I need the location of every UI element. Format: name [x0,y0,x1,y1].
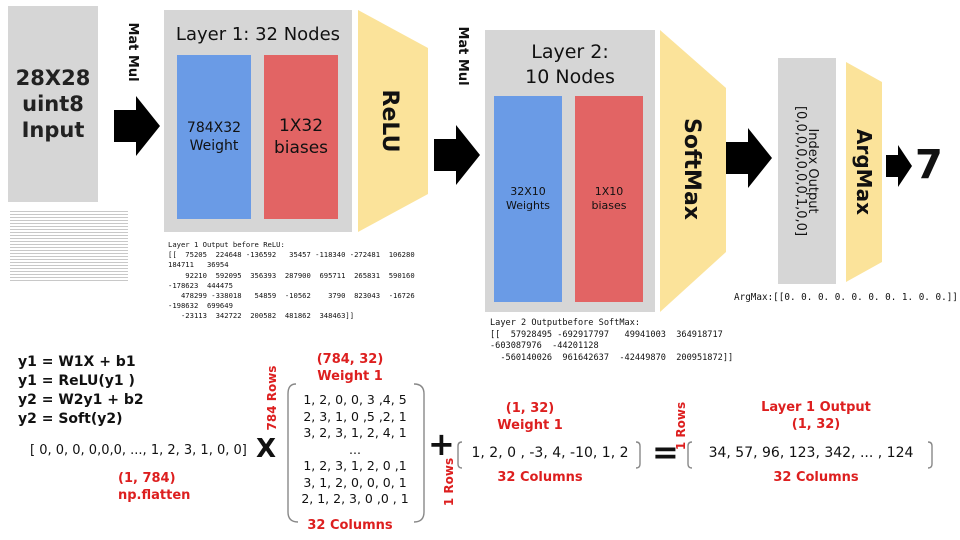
matmul-2-label: Mat Mul [455,26,470,86]
layer-2-weight-label: Weights [505,199,551,212]
argmax-output-text: ArgMax:[[0. 0. 0. 0. 0. 0. 0. 1. 0. 0.]] [734,292,958,303]
result-columns-label: 32 Columns [773,470,859,485]
layer-2-output-text: Layer 2 Outputbefore SoftMax: [[ 5792849… [490,318,734,363]
result-values: 34, 57, 96, 123, 342, ... , 124 [708,445,914,461]
arrow-1-icon [114,96,160,156]
bias-label: Weight 1 [497,418,563,433]
equation-4: y2 = Soft(y2) [18,411,123,427]
result-bracket-icon [687,441,933,469]
input-box: 28X28 uint8 Input [8,6,98,202]
input-flatten-label: np.flatten [118,488,191,503]
weight-1-row: 3, 1, 2, 0, 0, 0, 1 [303,474,407,490]
prediction-result: 7 [915,142,943,188]
layer-1-bias-label: biases [273,138,329,158]
layer-1-bias-vector: 1X32 biases [264,55,338,219]
input-label: Input [21,118,85,143]
argmax-block [846,62,882,282]
weight-1-row: 1, 2, 3, 1, 2, 0 ,1 [303,458,407,473]
weight-1-bracket-icon [287,383,425,523]
weight-1-row: ... [349,441,361,457]
bias-values: 1, 2, 0 , -3, 4, -10, 1, 2 [471,445,629,461]
layer-2-title-line-2: 10 Nodes [525,65,615,88]
layer-2-title: Layer 2: 10 Nodes [485,40,655,89]
result-title-label: Layer 1 Output [761,400,871,415]
argmax-label: ArgMax [852,129,876,215]
input-text-preview [10,211,128,281]
weight-1-rows-label: 784 Rows [265,365,279,431]
weight-1-row: 3, 2, 3, 1, 2, 4, 1 [303,425,407,440]
bias-shape-label: (1, 32) [505,401,555,416]
input-type-label: uint8 [22,91,84,116]
layer-1-output-text: Layer 1 Output before ReLU: [[ 75205 224… [168,240,415,321]
arrow-3-icon [726,128,772,188]
weight-1-shape-label: (784, 32) [316,352,384,367]
input-shape-label: (1, 784) [118,471,176,486]
weight-1-matrix-values: 1, 2, 0, 0, 3 ,4, 5 2, 3, 1, 0 ,5 ,2, 1 … [292,392,418,508]
weight-1-row: 2, 3, 1, 0 ,5 ,2, 1 [303,408,407,424]
arrow-2-icon [434,125,480,185]
equations-block: y1 = W1X + b1 y1 = ReLU(y1 ) y2 = W2y1 +… [18,353,144,429]
layer-1-weight-label: Weight [189,138,239,154]
layer-2-bias-label: biases [591,199,627,212]
index-output-vector: [0,0,0,0,0,0,0,1,0,0] [793,105,808,237]
equation-1: y1 = W1X + b1 [18,354,136,370]
layer-1-weight-size: 784X32 [186,119,242,136]
equation-3: y2 = W2y1 + b2 [18,392,144,408]
plus-symbol: + [428,425,455,463]
relu-label: ReLU [377,89,402,153]
layer-2-bias-size: 1X10 [594,184,624,198]
bias-columns-label: 32 Columns [497,470,583,485]
softmax-block [660,30,726,312]
relu-block [358,10,428,232]
multiply-symbol: X [256,434,277,464]
matmul-1-label: Mat Mul [125,22,140,82]
layer-2-title-line-1: Layer 2: [531,41,609,63]
index-output-box [778,58,836,284]
input-vector: [ 0, 0, 0, 0,0,0, ..., 1, 2, 3, 1, 0, 0] [30,443,247,458]
layer-2-bias-vector: 1X10 biases [575,96,643,302]
result-shape-label: (1, 32) [791,417,841,432]
weight-1-row: 2, 1, 2, 3, 0 ,0 , 1 [301,491,409,506]
layer-2-weight-matrix: 32X10 Weights [494,96,562,302]
input-size-label: 28X28 [15,65,91,90]
layer-1-bias-size: 1X32 [278,115,324,136]
bias-bracket-icon [457,441,641,469]
weight-1-row: 1, 2, 0, 0, 3 ,4, 5 [303,392,407,407]
equation-2: y1 = ReLU(y1 ) [18,373,135,389]
layer-2-weight-size: 32X10 [510,184,546,198]
arrow-4-icon [886,145,912,187]
softmax-label: SoftMax [679,118,704,220]
equals-symbol: = [652,433,679,471]
layer-1-weight-matrix: 784X32 Weight [177,55,251,219]
weight-1-label: Weight 1 [317,369,383,384]
weight-1-columns-label: 32 Columns [307,518,393,533]
layer-1-title: Layer 1: 32 Nodes [175,24,341,45]
